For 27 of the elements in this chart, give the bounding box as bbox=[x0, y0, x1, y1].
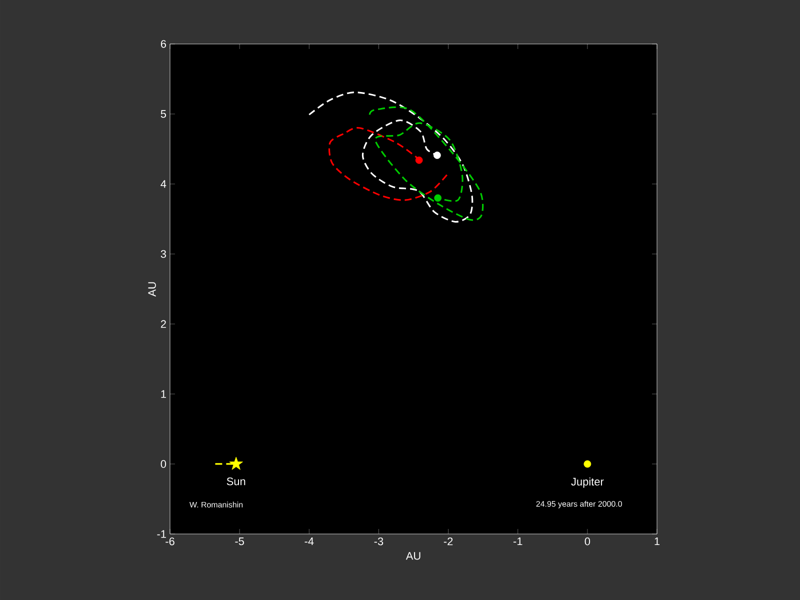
line-series bbox=[328, 127, 448, 201]
x-tick-label: -6 bbox=[166, 538, 174, 546]
x-tick-label: 0 bbox=[584, 538, 590, 546]
x-tick-label: -1 bbox=[513, 538, 522, 546]
annotation: Sun bbox=[226, 478, 246, 486]
y-tick-label: 4 bbox=[160, 180, 166, 188]
x-tick-label: -2 bbox=[444, 538, 453, 546]
point bbox=[434, 194, 442, 202]
x-tick-label: 1 bbox=[654, 538, 660, 546]
x-tick-label: -4 bbox=[304, 538, 314, 546]
y-axis-title: AU bbox=[148, 282, 156, 297]
y-tick-label: 3 bbox=[160, 250, 166, 258]
x-axis-title: AU bbox=[406, 552, 420, 560]
y-tick-label: -1 bbox=[157, 530, 166, 538]
y-tick-label: 2 bbox=[160, 320, 166, 328]
y-tick-label: 0 bbox=[160, 460, 166, 468]
y-tick-label: 5 bbox=[160, 110, 166, 118]
point bbox=[229, 456, 243, 470]
point bbox=[415, 156, 423, 164]
line-series bbox=[308, 91, 474, 223]
x-tick-label: -5 bbox=[235, 538, 244, 546]
y-tick-label: 1 bbox=[161, 390, 166, 398]
annotation: Jupiter bbox=[571, 478, 604, 488]
point bbox=[433, 152, 441, 159]
x-tick-label: -3 bbox=[374, 538, 384, 546]
y-tick-label: 6 bbox=[160, 40, 166, 48]
point bbox=[584, 460, 592, 468]
